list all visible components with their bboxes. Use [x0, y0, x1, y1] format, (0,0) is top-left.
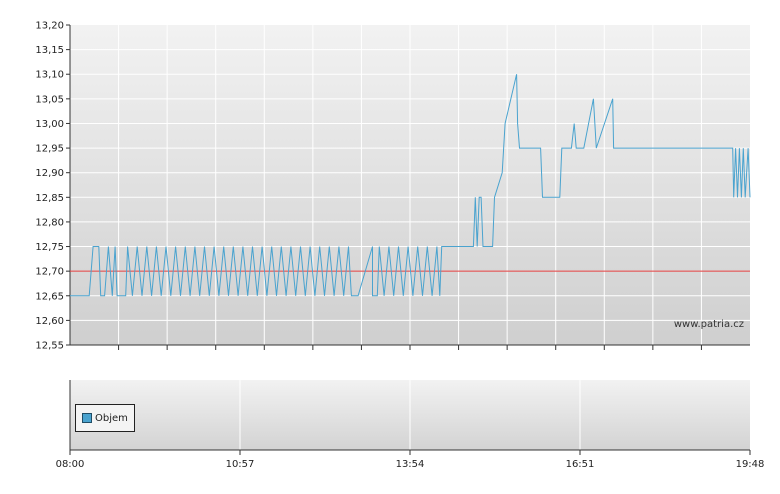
price-y-tick-label: 12,65: [35, 291, 64, 302]
price-y-tick-label: 13,15: [35, 45, 64, 56]
volume-x-tick-label: 08:00: [56, 459, 85, 470]
price-y-tick-label: 12,70: [35, 267, 64, 278]
price-y-tick-label: 13,00: [35, 119, 64, 130]
price-y-tick-label: 13,20: [35, 21, 64, 32]
volume-x-tick-label: 10:57: [226, 459, 255, 470]
volume-x-tick-label: 13:54: [396, 459, 425, 470]
volume-panel: 08:00 10:57 13:54 16:51 19:48: [56, 380, 765, 470]
legend-label: Objem: [95, 412, 128, 424]
legend-swatch: [82, 413, 92, 423]
price-y-tick-label: 13,10: [35, 70, 64, 81]
price-y-tick-label: 12,90: [35, 168, 64, 179]
price-y-tick-label: 12,75: [35, 242, 64, 253]
price-y-tick-label: 13,05: [35, 94, 64, 105]
watermark: www.patria.cz: [674, 319, 744, 330]
volume-x-tick-label: 19:48: [736, 459, 765, 470]
price-y-tick-label: 12,95: [35, 144, 64, 155]
price-panel: 12,55 12,60 12,65 12,70 12,75 12,80 12,85 12,90…: [35, 21, 751, 352]
price-y-tick-label: 12,55: [35, 341, 64, 352]
price-y-tick-label: 12,60: [35, 316, 64, 327]
price-series-line: [70, 74, 751, 297]
price-y-tick-label: 12,80: [35, 217, 64, 228]
legend-objem: Objem: [75, 404, 135, 432]
price-y-tick-label: 12,85: [35, 193, 64, 204]
volume-x-tick-label: 16:51: [566, 459, 595, 470]
